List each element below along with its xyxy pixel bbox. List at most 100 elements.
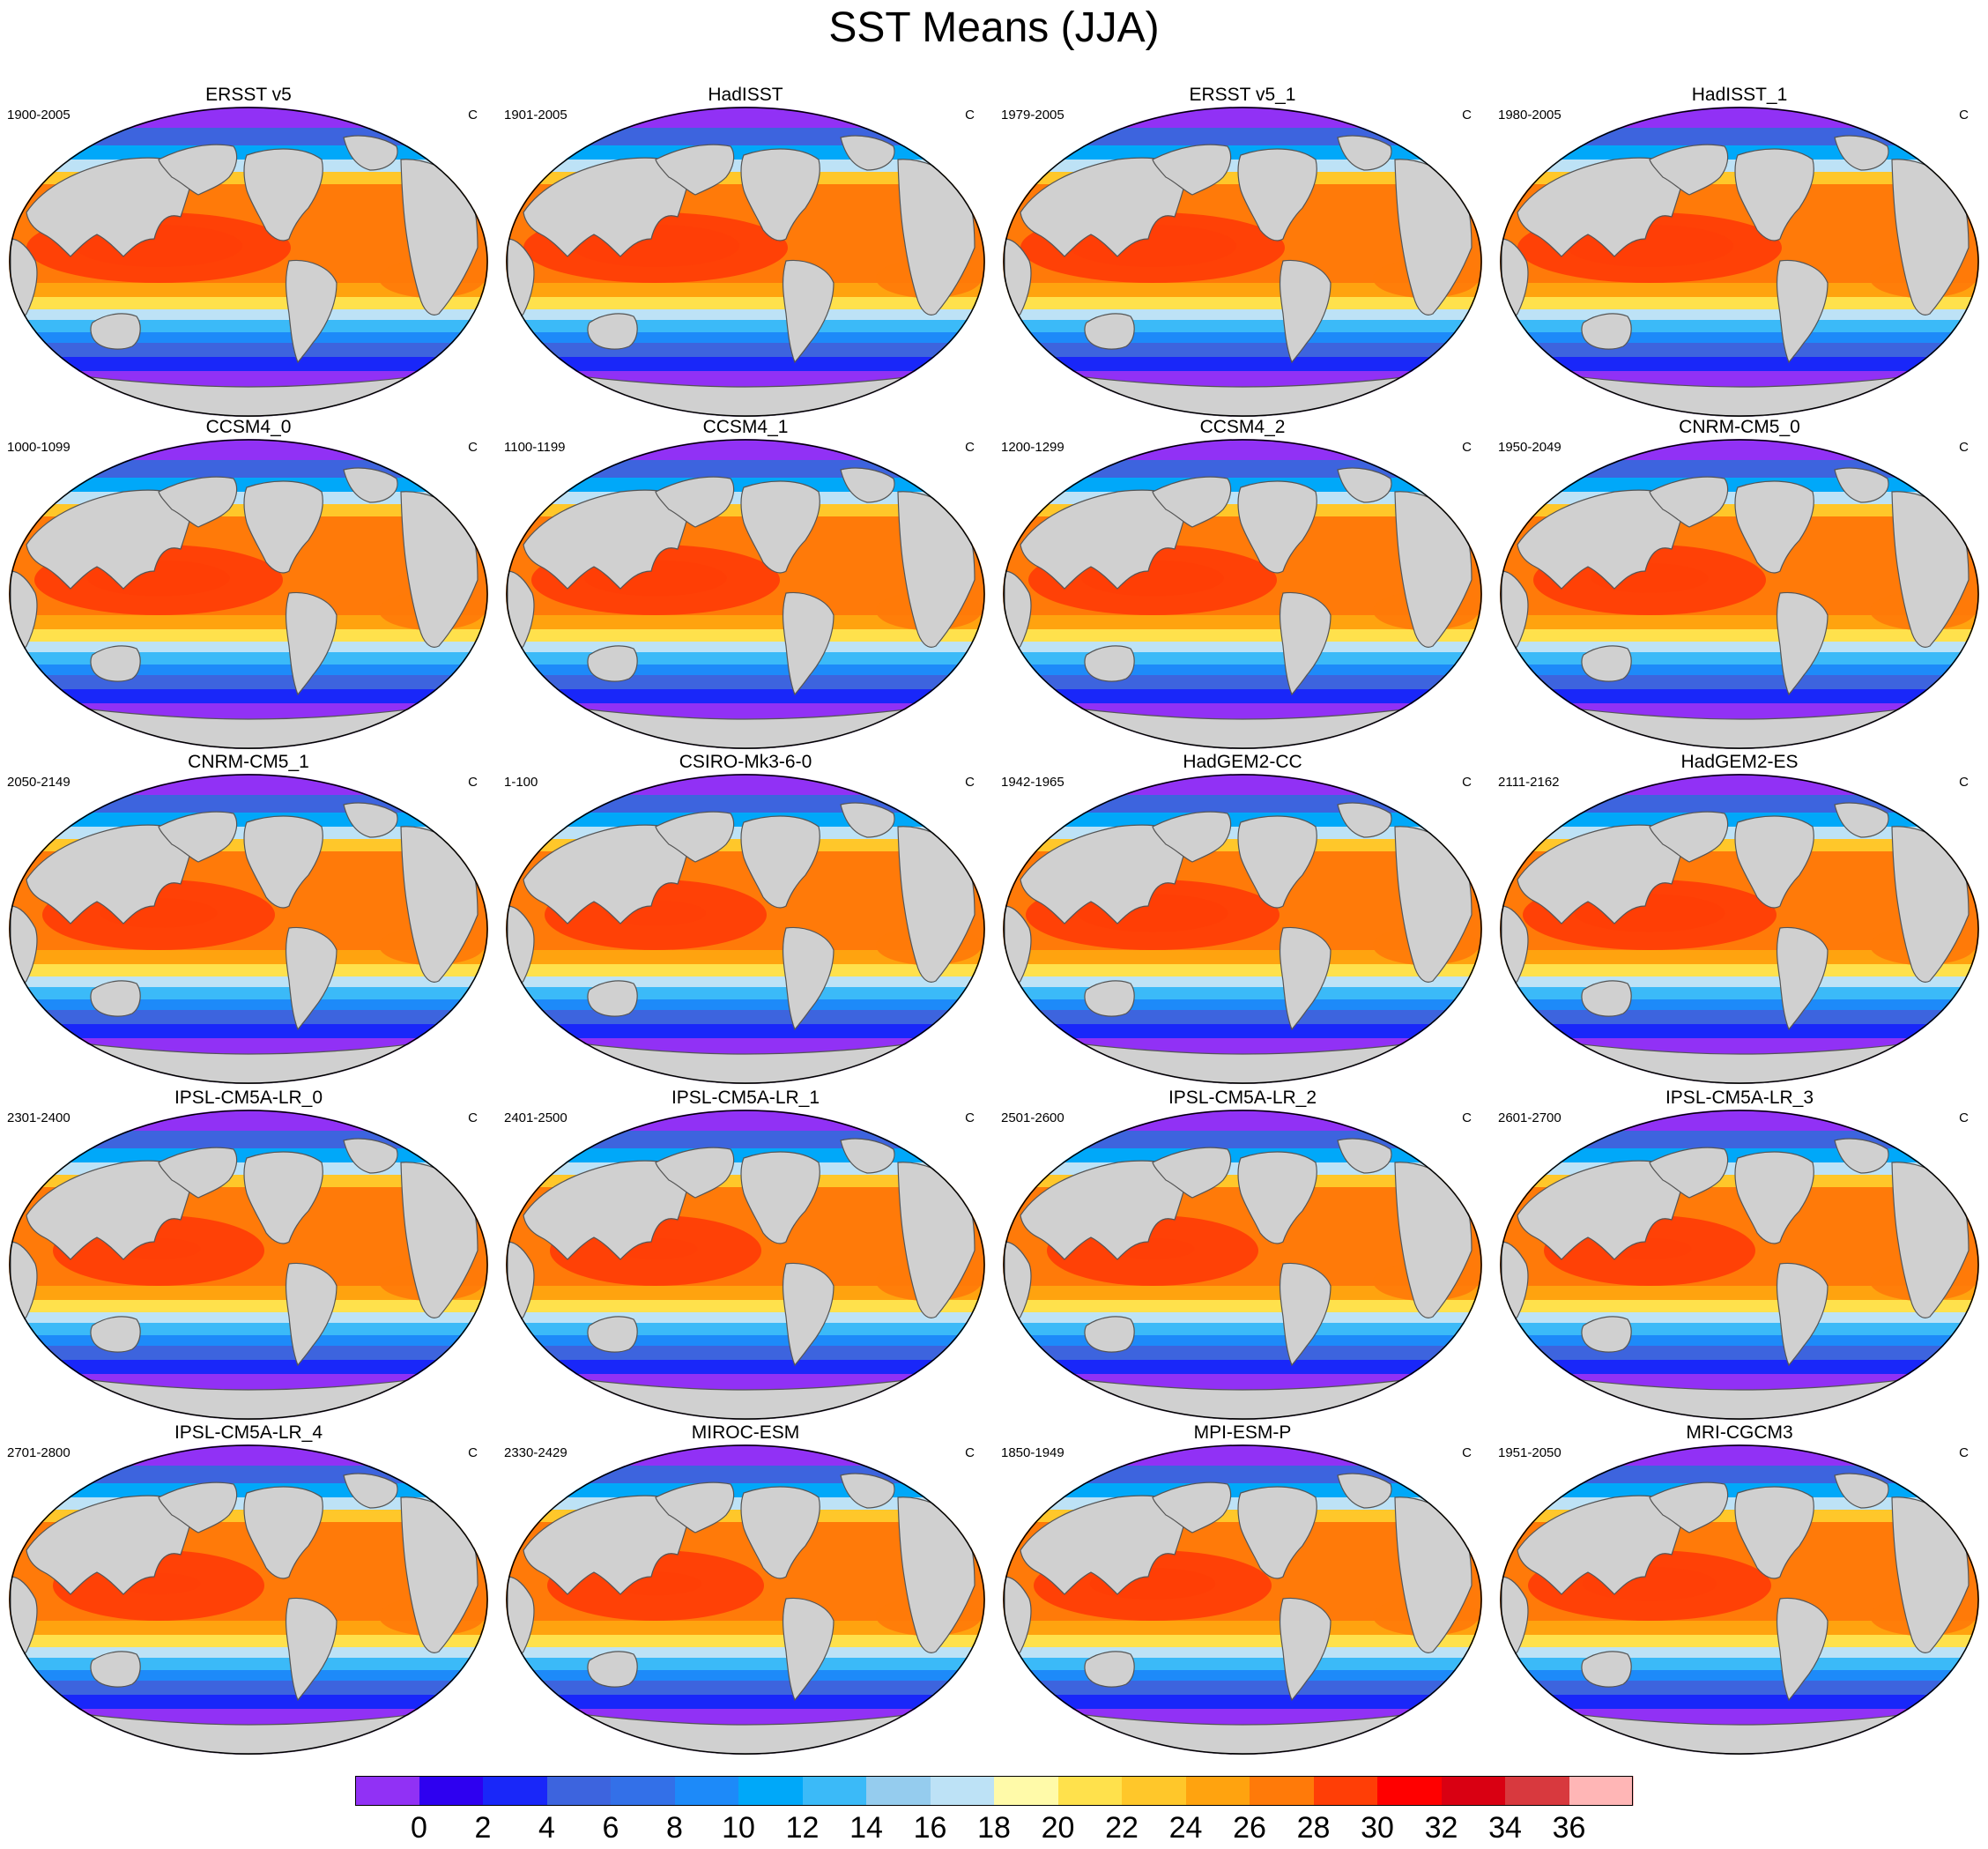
panel-units: C: [1462, 775, 1472, 790]
sst-band: [506, 665, 985, 676]
colorbar-label: 18: [977, 1811, 1011, 1845]
sst-band: [1003, 1010, 1482, 1025]
sst-band: [1500, 1300, 1979, 1313]
panel-units: C: [468, 108, 478, 123]
land-greenland: [343, 1138, 398, 1174]
panel-units: C: [1462, 108, 1472, 123]
sst-band: [506, 107, 985, 129]
land-north-america: [1734, 1151, 1814, 1244]
land-north-america: [1734, 1486, 1814, 1579]
sst-band: [506, 357, 985, 372]
panel-title: ERSST v5: [205, 85, 292, 105]
map-panel: ERSST v5_1 1979-2005 C: [994, 84, 1491, 423]
land-greenland: [1337, 1138, 1392, 1174]
map-panel: CCSM4_1 1100-1199 C: [497, 416, 994, 755]
map-panel: CNRM-CM5_0 1950-2049 C: [1491, 416, 1988, 755]
land-eurasia-east: [1152, 144, 1232, 196]
panel-title: CCSM4_2: [1199, 417, 1286, 437]
panel-years: 2330-2429: [504, 1445, 567, 1460]
land-eurasia-east: [158, 144, 238, 196]
colorbar-label: 24: [1168, 1811, 1203, 1845]
colorbar-label: 4: [538, 1811, 555, 1845]
panel-title: MIROC-ESM: [691, 1422, 800, 1443]
panel-years: 1-100: [504, 775, 538, 790]
sst-band: [1003, 774, 1482, 796]
colorbar-swatch: [1377, 1776, 1442, 1806]
sst-band: [1003, 1695, 1482, 1710]
colorbar-swatch: [355, 1776, 419, 1806]
land-eurasia: [523, 1495, 692, 1595]
land-north-america: [243, 480, 323, 574]
sst-band: [506, 1670, 985, 1682]
sst-band: [9, 1010, 488, 1025]
sst-band: [506, 615, 985, 630]
land-australia: [90, 1651, 141, 1688]
map-panel: HadGEM2-ES 2111-2162 C: [1491, 751, 1988, 1090]
panel-years: 2050-2149: [7, 775, 70, 790]
land-south-america: [1279, 259, 1332, 364]
sst-band: [1003, 1323, 1482, 1336]
land-eurasia-east: [158, 476, 238, 528]
land-north-america: [740, 148, 820, 241]
sst-band: [9, 665, 488, 676]
land-north-america: [1237, 1151, 1317, 1244]
sst-band: [1500, 976, 1979, 988]
panel-title: ERSST v5_1: [1189, 85, 1296, 105]
map-panel: ERSST v5 1900-2005 C: [0, 84, 497, 423]
sst-band: [506, 1335, 985, 1347]
land-eurasia: [1020, 824, 1189, 924]
colorbar-label: 20: [1041, 1811, 1075, 1845]
sst-band: [1003, 297, 1482, 310]
sst-band: [9, 1621, 488, 1636]
sst-band: [9, 1444, 488, 1467]
sst-band: [506, 1466, 985, 1484]
sst-band: [1003, 642, 1482, 653]
sst-band: [9, 1360, 488, 1375]
map-11: [1500, 774, 1979, 1084]
panel-units: C: [1959, 1110, 1969, 1125]
land-greenland: [840, 1138, 895, 1174]
land-south-america: [1776, 259, 1829, 364]
sst-band: [506, 1658, 985, 1671]
sst-band: [9, 629, 488, 642]
map-5: [506, 439, 985, 749]
sst-band: [1003, 652, 1482, 665]
sst-band: [9, 642, 488, 653]
sst-band: [506, 343, 985, 358]
land-eurasia: [1517, 1160, 1686, 1260]
land-eurasia: [523, 489, 692, 590]
sst-band: [9, 1647, 488, 1659]
land-eurasia-east: [1649, 811, 1729, 863]
sst-band: [1500, 1346, 1979, 1361]
sst-band: [506, 1360, 985, 1375]
sst-band: [506, 675, 985, 690]
colorbar-label: 28: [1296, 1811, 1331, 1845]
land-greenland: [1834, 1138, 1889, 1174]
map-border: [1003, 774, 1482, 1084]
sst-band: [1003, 1110, 1482, 1132]
land-south-america: [782, 1597, 835, 1702]
map-16: [9, 1444, 488, 1755]
sst-band: [1003, 795, 1482, 813]
sst-band: [1500, 615, 1979, 630]
panel-title: IPSL-CM5A-LR_1: [671, 1088, 820, 1108]
panel-title: IPSL-CM5A-LR_3: [1665, 1088, 1814, 1108]
sst-band: [1003, 357, 1482, 372]
sst-band: [1500, 1681, 1979, 1696]
sst-band: [506, 1131, 985, 1149]
sst-band: [1003, 1286, 1482, 1301]
colorbar-label: 34: [1488, 1811, 1522, 1845]
sst-band: [1003, 332, 1482, 344]
sst-band: [506, 629, 985, 642]
land-greenland: [343, 135, 398, 171]
sst-band: [9, 1312, 488, 1324]
sst-band: [506, 297, 985, 310]
land-greenland: [1337, 135, 1392, 171]
sst-band: [506, 964, 985, 977]
map-border: [506, 439, 985, 749]
sst-band: [506, 795, 985, 813]
sst-band: [9, 1658, 488, 1671]
land-eurasia: [1020, 1160, 1189, 1260]
sst-band: [1003, 1131, 1482, 1149]
sst-band: [1500, 1131, 1979, 1149]
